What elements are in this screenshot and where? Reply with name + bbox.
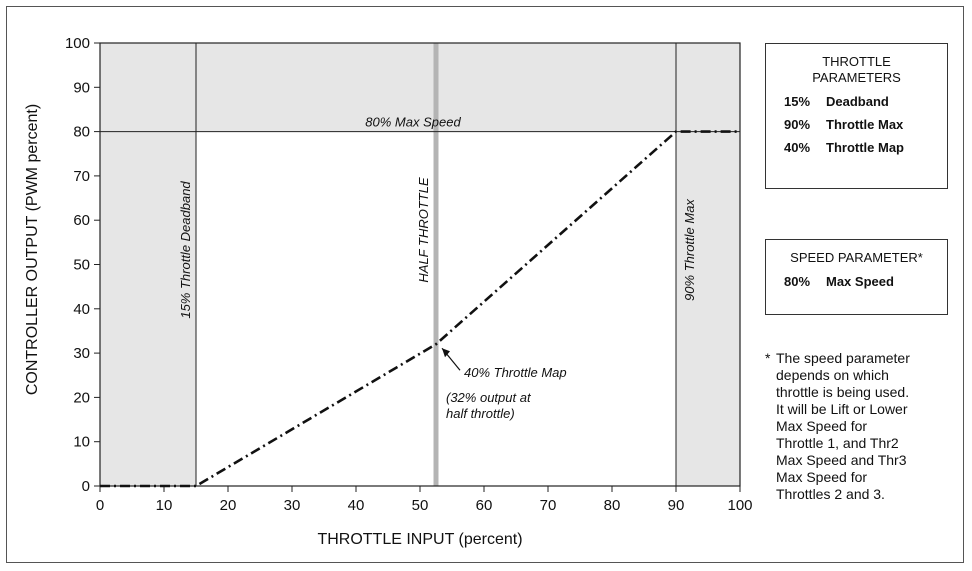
x-tick-label: 0 <box>96 497 104 514</box>
x-tick-label: 100 <box>727 497 752 514</box>
throttle-parameters-panel: THROTTLE PARAMETERS 15% Deadband 90% Thr… <box>765 43 948 189</box>
footnote-line: It will be Lift or Lower <box>776 401 908 417</box>
footnote-line: The speed parameter <box>776 350 910 366</box>
x-tick-label: 10 <box>156 497 173 514</box>
y-axis-label: CONTROLLER OUTPUT (PWM percent) <box>24 104 41 395</box>
max-speed-label: 80% Max Speed <box>365 115 461 130</box>
x-tick-label: 50 <box>412 497 429 514</box>
param-row-throttle-max: 90% Throttle Max <box>784 117 947 132</box>
x-tick-label: 80 <box>604 497 621 514</box>
param-pct: 90% <box>784 117 811 132</box>
deadband-label: 15% Throttle Deadband <box>178 181 193 319</box>
figure-frame <box>6 6 964 563</box>
param-label: Throttle Max <box>826 117 904 132</box>
param-label: Max Speed <box>826 274 894 289</box>
param-row-max-speed: 80% Max Speed <box>784 274 947 289</box>
arrowhead <box>442 348 450 358</box>
y-tick-label: 40 <box>73 301 90 318</box>
footnote-line: throttle is being used. <box>776 384 910 400</box>
y-tick-label: 70 <box>73 168 90 185</box>
throttle-panel-title-1: THROTTLE <box>822 54 891 69</box>
y-tick-label: 10 <box>73 434 90 451</box>
footnote: * The speed parameter depends on which t… <box>765 350 965 503</box>
series-line <box>100 130 740 488</box>
x-tick-label: 40 <box>348 497 365 514</box>
param-pct: 15% <box>784 94 811 109</box>
y-tick-label: 100 <box>65 35 90 52</box>
param-pct: 40% <box>784 140 811 155</box>
footnote-line: Max Speed for <box>776 469 868 485</box>
speed-panel-title: SPEED PARAMETER* <box>790 250 923 265</box>
x-tick-label: 30 <box>284 497 301 514</box>
x-axis-label: THROTTLE INPUT (percent) <box>317 531 522 548</box>
y-tick-label: 80 <box>73 124 90 141</box>
param-row-throttle-map: 40% Throttle Map <box>784 140 947 155</box>
x-tick-label: 60 <box>476 497 493 514</box>
footnote-line: Throttles 2 and 3. <box>776 486 885 502</box>
throttle-max-label: 90% Throttle Max <box>682 199 697 301</box>
footnote-line: Max Speed for <box>776 418 868 434</box>
param-pct: 80% <box>784 274 811 289</box>
shaded-region <box>676 43 740 486</box>
footnote-line: Throttle 1, and Thr2 <box>776 435 899 451</box>
x-tick-label: 90 <box>668 497 685 514</box>
shaded-region <box>100 43 196 486</box>
speed-parameter-panel: SPEED PARAMETER* 80% Max Speed <box>765 239 948 315</box>
y-tick-label: 90 <box>73 79 90 96</box>
output-note: half throttle) <box>446 406 515 421</box>
y-tick-label: 60 <box>73 212 90 229</box>
output-note: (32% output at <box>446 390 532 405</box>
footnote-star: * <box>765 350 771 366</box>
param-label: Throttle Map <box>826 140 904 155</box>
y-tick-label: 0 <box>82 478 90 495</box>
y-tick-label: 20 <box>73 389 90 406</box>
param-label: Deadband <box>826 94 889 109</box>
x-tick-label: 70 <box>540 497 557 514</box>
y-tick-label: 30 <box>73 345 90 362</box>
half-throttle-label: HALF THROTTLE <box>416 177 431 283</box>
throttle-map-label: 40% Throttle Map <box>464 365 567 380</box>
footnote-line: depends on which <box>776 367 889 383</box>
y-tick-label: 50 <box>73 257 90 274</box>
footnote-line: Max Speed and Thr3 <box>776 452 907 468</box>
x-tick-label: 20 <box>220 497 237 514</box>
param-row-deadband: 15% Deadband <box>784 94 947 109</box>
throttle-panel-title-2: PARAMETERS <box>812 70 901 85</box>
